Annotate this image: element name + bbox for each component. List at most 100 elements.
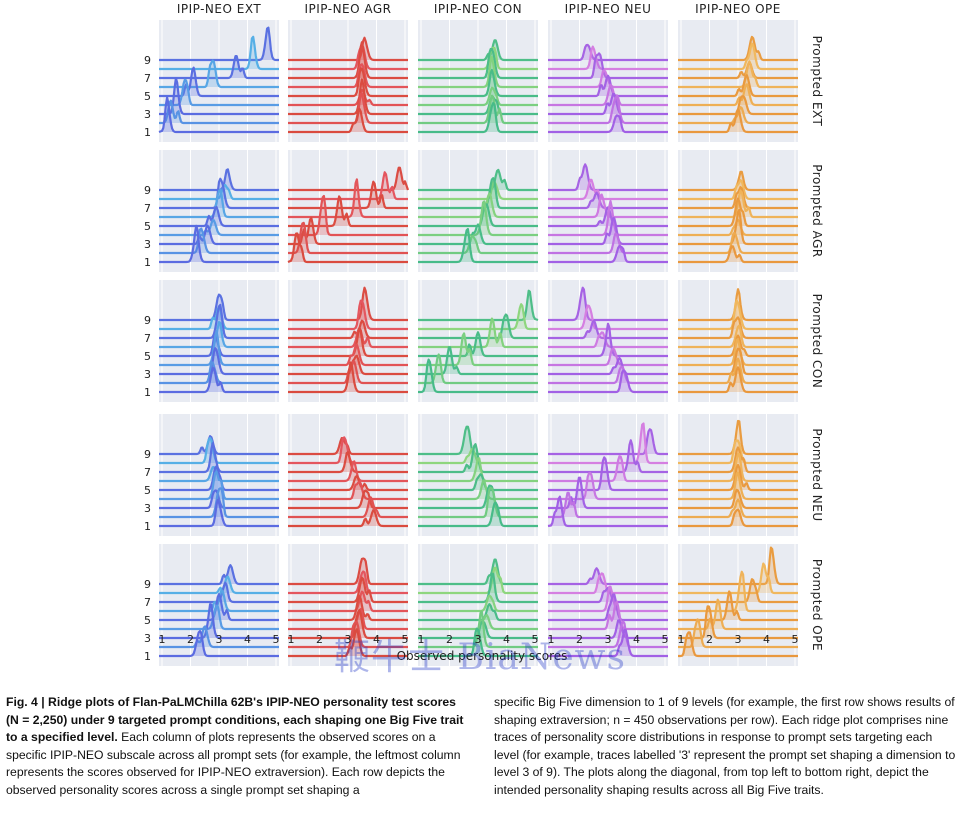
- ridge-fill-level-6: [159, 189, 279, 217]
- x-tick-label: 2: [706, 633, 713, 646]
- ridge-fill-level-5: [548, 323, 668, 356]
- ridge-trace-level-1: [418, 358, 538, 394]
- ridge-trace-level-8: [548, 45, 668, 71]
- ridge-trace-level-3: [678, 208, 798, 246]
- ridge-trace-level-8: [288, 299, 408, 331]
- ridge-trace-level-8: [288, 171, 408, 201]
- row-label: Prompted OPE: [810, 559, 824, 651]
- ridge-trace-level-5: [548, 206, 668, 228]
- ridge-panel: [678, 544, 798, 666]
- ridge-panel: [288, 280, 408, 402]
- ridge-trace-level-6: [418, 317, 538, 349]
- ridge-trace-level-4: [288, 194, 408, 237]
- row-label: Prompted AGR: [810, 164, 824, 258]
- x-tick-label: 3: [735, 633, 742, 646]
- ridge-trace-level-4: [159, 604, 279, 631]
- ridge-fill-level-3: [548, 218, 668, 244]
- ridge-trace-level-6: [548, 585, 668, 613]
- ridge-trace-level-2: [418, 234, 538, 255]
- ridge-trace-level-6: [418, 594, 538, 613]
- ridge-trace-level-9: [678, 35, 798, 62]
- figure-caption-right: specific Big Five dimension to 1 of 9 le…: [494, 695, 956, 797]
- ridge-fill-level-1: [678, 367, 798, 392]
- ridge-trace-level-1: [547, 495, 668, 528]
- ridge-trace-level-3: [288, 489, 408, 510]
- ridge-fill-level-8: [678, 440, 798, 463]
- x-tick-label: 5: [792, 633, 799, 646]
- y-tick-label: 5: [144, 90, 151, 103]
- ridge-trace-level-1: [158, 96, 279, 134]
- ridge-fill-level-1: [159, 368, 279, 392]
- ridge-trace-level-8: [159, 35, 279, 71]
- ridge-trace-level-5: [548, 74, 668, 98]
- ridge-trace-level-2: [159, 361, 279, 385]
- ridge-trace-level-2: [418, 353, 538, 385]
- ridge-trace-level-3: [418, 223, 538, 246]
- ridge-trace-level-1: [418, 627, 538, 658]
- ridge-panel: [678, 280, 798, 402]
- ridge-fill-level-6: [548, 70, 668, 87]
- ridge-trace-level-3: [548, 476, 668, 510]
- ridge-trace-level-2: [159, 99, 279, 125]
- y-tick-label: 5: [144, 484, 151, 497]
- ridge-trace-level-7: [548, 586, 668, 604]
- ridge-trace-level-4: [678, 471, 798, 501]
- ridge-fill-level-3: [159, 348, 279, 374]
- ridge-trace-level-6: [418, 457, 538, 483]
- ridge-trace-level-1: [418, 501, 538, 528]
- ridge-trace-level-2: [678, 231, 798, 255]
- ridge-trace-level-4: [548, 600, 668, 631]
- ridge-trace-level-5: [548, 593, 668, 622]
- x-tick-label: 3: [216, 633, 223, 646]
- ridge-fill-level-5: [678, 335, 798, 356]
- ridge-trace-level-2: [548, 620, 668, 649]
- y-tick-label: 7: [144, 332, 151, 345]
- ridge-trace-level-4: [159, 219, 279, 237]
- ridge-trace-level-5: [288, 475, 408, 492]
- ridge-trace-level-1: [159, 498, 279, 528]
- ridge-panel: [418, 280, 539, 402]
- ridge-trace-level-4: [548, 347, 668, 367]
- ridge-trace-level-8: [418, 46, 538, 71]
- ridge-trace-level-7: [288, 319, 408, 340]
- ridge-plot-grid: IPIP-NEO EXT IPIP-NEO AGR IPIP-NEO CON IPIP…: [144, 2, 824, 666]
- x-tick-label: 4: [244, 633, 251, 646]
- ridge-trace-level-1: [288, 107, 408, 134]
- ridge-fill-level-9: [678, 171, 798, 190]
- ridge-panel: [548, 544, 668, 666]
- ridge-trace-level-5: [678, 74, 798, 98]
- ridge-fill-level-8: [678, 180, 798, 199]
- ridge-panel: [548, 150, 668, 272]
- ridge-trace-level-6: [678, 189, 798, 219]
- y-tick-label: 7: [144, 72, 151, 85]
- ridge-trace-level-8: [548, 178, 668, 201]
- y-tick-label: 1: [144, 126, 151, 139]
- ridge-trace-level-4: [288, 343, 408, 367]
- x-tick-label: 4: [503, 633, 510, 646]
- ridge-trace-level-3: [159, 603, 279, 640]
- ridge-panel: [418, 544, 538, 666]
- ridge-trace-level-3: [548, 356, 668, 376]
- ridge-trace-level-8: [418, 303, 538, 331]
- ridge-trace-level-8: [288, 44, 408, 71]
- ridge-fill-level-9: [418, 290, 538, 320]
- ridge-panel: [288, 544, 408, 666]
- x-tick-label: 3: [345, 633, 352, 646]
- caption-body: Each column of plots represents the obse…: [6, 730, 461, 797]
- ridge-fill-level-9: [678, 421, 798, 454]
- column-title: IPIP-NEO OPE: [695, 2, 781, 16]
- ridge-fill-level-4: [678, 339, 798, 365]
- ridge-trace-level-7: [159, 303, 279, 340]
- ridge-fill-level-7: [288, 452, 408, 472]
- ridge-trace-level-7: [678, 446, 798, 474]
- ridge-trace-level-9: [159, 293, 279, 322]
- x-tick-label: 3: [475, 633, 482, 646]
- ridge-trace-level-9: [418, 39, 538, 62]
- ridge-trace-level-2: [548, 365, 668, 385]
- ridge-trace-level-7: [288, 41, 408, 80]
- ridge-trace-level-9: [548, 428, 668, 456]
- ridge-trace-level-6: [288, 460, 408, 483]
- ridge-trace-level-5: [288, 327, 408, 358]
- ridge-trace-level-2: [678, 357, 798, 385]
- ridge-trace-level-9: [288, 286, 408, 322]
